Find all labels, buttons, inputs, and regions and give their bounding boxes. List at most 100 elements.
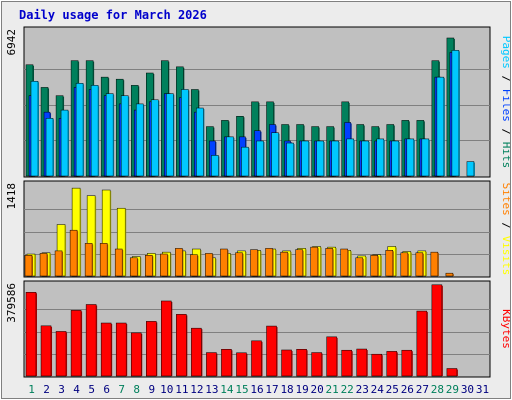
day-label-7: 7 <box>118 383 125 396</box>
pages-bar-day-17 <box>271 132 279 177</box>
day-label-28: 28 <box>431 383 444 396</box>
sites-bar-day-7 <box>114 248 123 277</box>
hits-files-pages-legend: Pages / Files / Hits <box>500 36 512 169</box>
day-label-17: 17 <box>265 383 278 396</box>
kbytes-bar-day-23 <box>356 348 367 377</box>
sites-bar-day-1 <box>24 255 33 277</box>
legend-hits: Hits <box>500 142 512 169</box>
kbytes-bar-day-10 <box>161 300 172 377</box>
kbytes-bar-day-19 <box>296 349 307 377</box>
sites-bar-day-18 <box>280 251 288 277</box>
kbytes-bar-day-20 <box>311 352 322 377</box>
legend-sites: Sites <box>500 183 512 216</box>
day-label-16: 16 <box>250 383 263 396</box>
visits-sites-max-label: 1418 <box>5 183 18 210</box>
day-label-19: 19 <box>295 383 308 396</box>
kbytes-bar-day-6 <box>100 322 112 377</box>
sites-bar-day-14 <box>220 248 228 277</box>
kbytes-bar-day-11 <box>176 314 187 377</box>
legend-kbytes: KBytes <box>500 309 512 349</box>
sites-bar-day-19 <box>295 249 303 277</box>
kbytes-max-label: 379586 <box>5 283 18 323</box>
sites-bar-day-4 <box>69 229 78 277</box>
day-label-15: 15 <box>235 383 248 396</box>
sites-bar-day-9 <box>145 255 153 277</box>
pages-bar-day-4 <box>75 83 84 177</box>
sites-bar-day-26 <box>400 252 409 277</box>
day-label-4: 4 <box>73 383 80 396</box>
day-label-27: 27 <box>416 383 429 396</box>
kbytes-bar-day-8 <box>130 332 142 377</box>
kbytes-bar-day-16 <box>251 340 262 377</box>
pages-bar-day-10 <box>166 93 174 177</box>
day-label-18: 18 <box>280 383 293 396</box>
sites-bar-day-17 <box>265 248 273 277</box>
sites-bar-day-5 <box>84 243 93 277</box>
day-label-24: 24 <box>371 383 385 396</box>
kbytes-legend: KBytes <box>500 309 512 349</box>
sites-bar-day-13 <box>205 253 213 277</box>
pages-bar-day-25 <box>391 140 400 177</box>
day-label-13: 13 <box>205 383 218 396</box>
day-label-30: 30 <box>461 383 474 396</box>
kbytes-bar-day-25 <box>386 351 398 377</box>
pages-bar-day-29 <box>451 50 460 177</box>
day-label-21: 21 <box>326 383 339 396</box>
day-label-6: 6 <box>103 383 110 396</box>
kbytes-bar-day-17 <box>266 325 277 377</box>
kbytes-bar-day-26 <box>401 349 413 377</box>
kbytes-bar-day-28 <box>431 284 443 377</box>
sites-bar-day-22 <box>340 248 348 277</box>
day-label-2: 2 <box>43 383 50 396</box>
legend-visits: Visits <box>500 236 512 276</box>
sites-bar-day-28 <box>430 251 439 277</box>
sites-bar-day-20 <box>310 246 318 277</box>
sites-bar-day-8 <box>129 257 138 277</box>
kbytes-bar-day-29 <box>446 368 458 377</box>
pages-bar-day-18 <box>286 142 294 177</box>
pages-bar-day-9 <box>151 99 159 177</box>
day-labels: 1 2 3 4 5 6 7 8 9 10 11 12 13 14 15 16 17 18 19 20 21 22 23 24 2… <box>28 383 489 396</box>
kbytes-bar-day-22 <box>341 349 352 377</box>
sites-bar-day-29 <box>445 272 454 277</box>
pages-bar-day-5 <box>90 85 99 177</box>
visits-sites-legend: Sites / Visits <box>500 183 512 276</box>
sites-bar-day-16 <box>250 249 258 277</box>
kbytes-bar-day-27 <box>416 310 428 377</box>
sites-bar-day-3 <box>54 250 63 277</box>
pages-bar-day-26 <box>406 138 415 177</box>
day-label-14: 14 <box>220 383 234 396</box>
sites-bar-day-27 <box>415 252 424 277</box>
pages-bar-day-23 <box>361 140 369 177</box>
kbytes-bar-day-21 <box>326 336 337 377</box>
sites-bar-day-23 <box>355 257 363 277</box>
kbytes-bar-day-2 <box>40 325 52 377</box>
sites-bar-day-15 <box>235 252 243 277</box>
hits-files-pages-max-label: 6942 <box>5 29 18 56</box>
pages-bar-day-27 <box>421 138 430 177</box>
kbytes-bar-day-15 <box>236 352 247 377</box>
pages-bar-day-24 <box>376 138 384 177</box>
sites-bar-day-11 <box>175 248 183 277</box>
day-label-3: 3 <box>58 383 65 396</box>
kbytes-bar-day-24 <box>371 353 382 377</box>
day-label-25: 25 <box>386 383 399 396</box>
day-label-31: 31 <box>476 383 489 396</box>
kbytes-bar-day-3 <box>55 331 67 377</box>
pages-bar-day-2 <box>45 118 54 177</box>
sites-bar-day-24 <box>370 255 378 277</box>
kbytes-bar-day-9 <box>146 321 157 377</box>
pages-bar-day-7 <box>120 95 129 177</box>
pages-bar-day-6 <box>105 93 114 177</box>
pages-bar-day-19 <box>301 140 309 177</box>
pages-bar-day-13 <box>211 155 219 177</box>
kbytes-bar-day-18 <box>281 349 292 377</box>
day-label-8: 8 <box>133 383 140 396</box>
pages-bar-day-15 <box>241 146 249 177</box>
pages-bar-day-30 <box>466 161 475 177</box>
day-label-9: 9 <box>148 383 155 396</box>
legend-pages: Pages <box>500 36 512 69</box>
pages-bar-day-3 <box>60 109 69 177</box>
